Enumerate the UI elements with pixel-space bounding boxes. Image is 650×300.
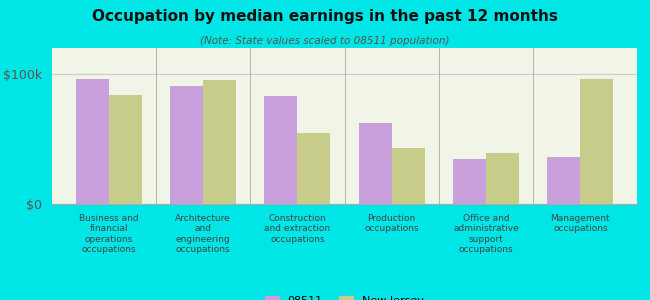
Bar <box>392 148 424 204</box>
Bar <box>265 96 297 204</box>
Bar <box>580 79 614 204</box>
Bar <box>453 158 486 204</box>
Bar <box>203 80 236 204</box>
Bar <box>109 95 142 204</box>
Bar <box>75 79 109 204</box>
Bar <box>359 123 392 204</box>
Bar <box>297 133 330 204</box>
Text: (Note: State values scaled to 08511 population): (Note: State values scaled to 08511 popu… <box>200 36 450 46</box>
Bar <box>547 157 580 204</box>
Legend: 08511, New Jersey: 08511, New Jersey <box>261 291 428 300</box>
Bar <box>486 153 519 204</box>
Bar <box>170 86 203 204</box>
Text: Occupation by median earnings in the past 12 months: Occupation by median earnings in the pas… <box>92 9 558 24</box>
